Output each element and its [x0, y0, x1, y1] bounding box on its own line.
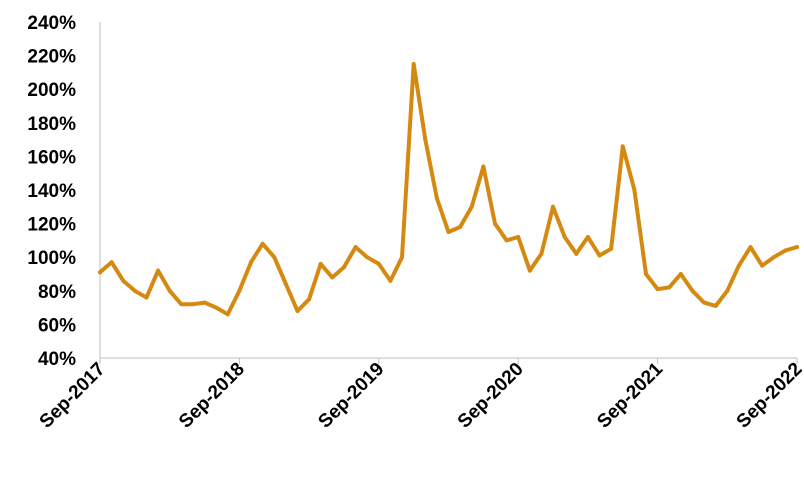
data-point	[551, 204, 556, 209]
data-point	[214, 305, 219, 310]
data-point	[771, 255, 776, 260]
y-tick-label: 80%	[38, 282, 76, 303]
data-point	[295, 308, 300, 313]
data-point	[400, 255, 405, 260]
x-tick-label: Sep-2022	[733, 359, 804, 433]
data-point	[376, 261, 381, 266]
x-axis: Sep-2017 Sep-2018 Sep-2019 Sep-2020 Sep-2021…	[36, 357, 804, 433]
data-point	[539, 251, 544, 256]
data-point	[144, 295, 149, 300]
data-point	[492, 221, 497, 226]
y-tick-label: 220%	[27, 47, 76, 68]
series-line	[98, 62, 799, 317]
data-point	[504, 238, 509, 243]
data-point	[167, 288, 172, 293]
data-point	[597, 253, 602, 258]
data-point	[109, 260, 114, 265]
data-point	[330, 275, 335, 280]
data-point	[365, 255, 370, 260]
data-point	[713, 303, 718, 308]
x-tick-label: Sep-2020	[454, 359, 528, 433]
y-tick-label: 160%	[27, 147, 76, 168]
data-point	[307, 297, 312, 302]
data-point	[249, 260, 254, 265]
data-point	[469, 204, 474, 209]
data-point	[179, 302, 184, 307]
data-point	[225, 312, 230, 317]
x-tick-label: Sep-2018	[175, 359, 249, 433]
x-tick-label: Sep-2021	[593, 358, 667, 432]
data-point	[341, 265, 346, 270]
y-tick-label: 40%	[38, 349, 76, 370]
data-point	[237, 288, 242, 293]
data-point	[202, 300, 207, 305]
data-point	[98, 270, 102, 275]
data-point	[423, 137, 428, 142]
y-tick-label: 140%	[27, 181, 76, 202]
data-point	[736, 263, 741, 268]
data-point	[562, 235, 567, 240]
data-point	[632, 188, 637, 192]
data-point	[458, 224, 463, 229]
data-point	[318, 261, 323, 266]
data-point	[156, 268, 161, 273]
data-point	[667, 285, 672, 290]
data-point	[725, 288, 730, 293]
data-point	[678, 272, 683, 276]
data-point	[434, 196, 439, 201]
data-point	[272, 255, 277, 260]
y-tick-label: 200%	[27, 80, 76, 101]
data-point	[609, 246, 614, 251]
data-point	[643, 272, 648, 276]
data-point	[795, 245, 799, 250]
data-point	[121, 278, 126, 283]
data-point	[283, 282, 288, 287]
data-point	[527, 268, 532, 273]
data-point	[446, 230, 451, 234]
data-point	[411, 62, 416, 66]
data-point	[353, 245, 358, 250]
y-tick-label: 120%	[27, 215, 76, 236]
y-tick-label: 60%	[38, 315, 76, 336]
data-point	[574, 251, 579, 256]
y-axis: 240% 220% 200% 180% 160% 140% 120% 100% 80% 60% 40…	[27, 13, 101, 370]
data-point	[190, 302, 195, 307]
data-point	[690, 288, 695, 293]
data-point	[516, 235, 521, 240]
data-point	[783, 248, 788, 253]
data-point	[620, 144, 625, 149]
y-tick-label: 180%	[27, 114, 76, 135]
data-point	[655, 287, 660, 292]
y-tick-label: 240%	[27, 13, 76, 34]
data-point	[585, 235, 590, 240]
data-point	[702, 300, 707, 305]
y-tick-label: 100%	[27, 248, 76, 269]
data-point	[388, 278, 393, 283]
data-point	[760, 263, 765, 268]
series-layer	[98, 62, 799, 317]
data-point	[132, 288, 137, 293]
data-point	[481, 164, 486, 169]
data-point	[748, 245, 753, 250]
x-tick-label: Sep-2019	[314, 359, 388, 433]
data-point	[260, 241, 265, 246]
